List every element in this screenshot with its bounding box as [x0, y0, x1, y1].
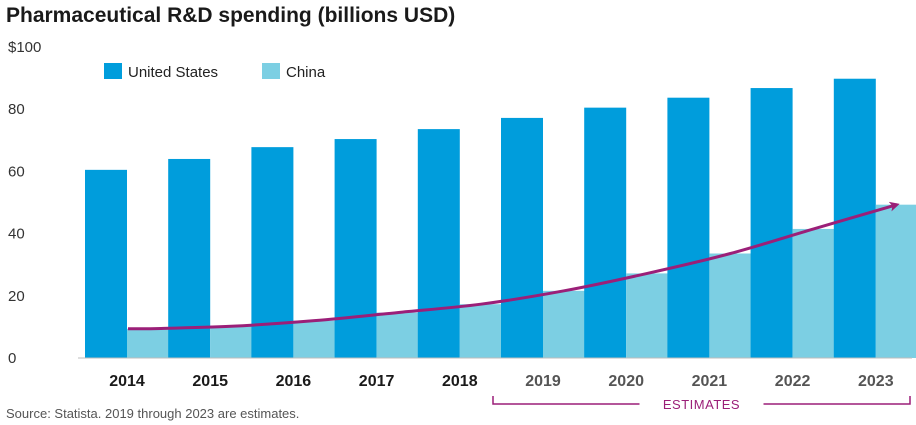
bar-china-2020 [626, 273, 669, 358]
x-tick-label: 2021 [692, 373, 728, 390]
bar-united-states-2021 [667, 97, 710, 359]
legend-swatch-china [262, 63, 280, 79]
y-tick-label: 80 [8, 101, 25, 118]
bar-united-states-2019 [501, 117, 543, 359]
bar-united-states-2018 [417, 129, 460, 358]
trend-arrow [128, 201, 900, 331]
legend-label-united-states: United States [128, 64, 218, 81]
bar-united-states-2020 [584, 107, 627, 359]
x-axis: 2014 2015 2016 2017 2018 2019 2020 2021 2022 2023 [109, 373, 893, 390]
legend-swatch-united-states [104, 63, 122, 79]
estimates-bracket-left [492, 396, 640, 405]
x-tick-label: 2022 [775, 373, 811, 390]
y-tick-label: 20 [8, 288, 25, 305]
chart-title: Pharmaceutical R&D spending (billions US… [6, 4, 455, 27]
estimates-bracket: ESTIMATES [492, 396, 911, 412]
x-tick-label: 2019 [525, 373, 561, 390]
legend-label-china: China [286, 64, 326, 81]
x-tick-label: 2016 [276, 373, 312, 390]
y-axis: 0 20 40 60 80 $100 [8, 39, 41, 367]
bar-united-states-2022 [750, 88, 793, 358]
y-tick-label: $100 [8, 39, 41, 56]
bar-united-states-2017 [334, 139, 377, 358]
estimates-bracket-right [763, 396, 911, 405]
bars [85, 78, 916, 359]
bar-china-2022 [792, 228, 835, 358]
x-tick-label: 2023 [858, 373, 894, 390]
x-tick-label: 2020 [608, 373, 644, 390]
y-tick-label: 60 [8, 163, 25, 180]
x-tick-label: 2017 [359, 373, 395, 390]
estimates-label: ESTIMATES [663, 397, 740, 412]
bar-china-2023 [875, 204, 916, 358]
legend: United States China [104, 63, 326, 81]
source-note: Source: Statista. 2019 through 2023 are … [6, 406, 299, 421]
bar-united-states-2016 [251, 147, 294, 358]
y-tick-label: 0 [8, 350, 16, 367]
bar-united-states-2014 [85, 169, 127, 358]
x-tick-label: 2014 [109, 373, 145, 390]
bar-china-2015 [210, 326, 253, 358]
x-tick-label: 2015 [192, 373, 228, 390]
bar-china-2016 [293, 320, 336, 358]
bar-china-2017 [376, 312, 419, 358]
bar-china-2014 [127, 328, 169, 358]
bar-china-2019 [543, 290, 585, 358]
bar-china-2021 [709, 253, 752, 358]
y-tick-label: 40 [8, 226, 25, 243]
bar-united-states-2015 [168, 158, 211, 358]
bar-china-2018 [459, 304, 502, 358]
x-tick-label: 2018 [442, 373, 478, 390]
